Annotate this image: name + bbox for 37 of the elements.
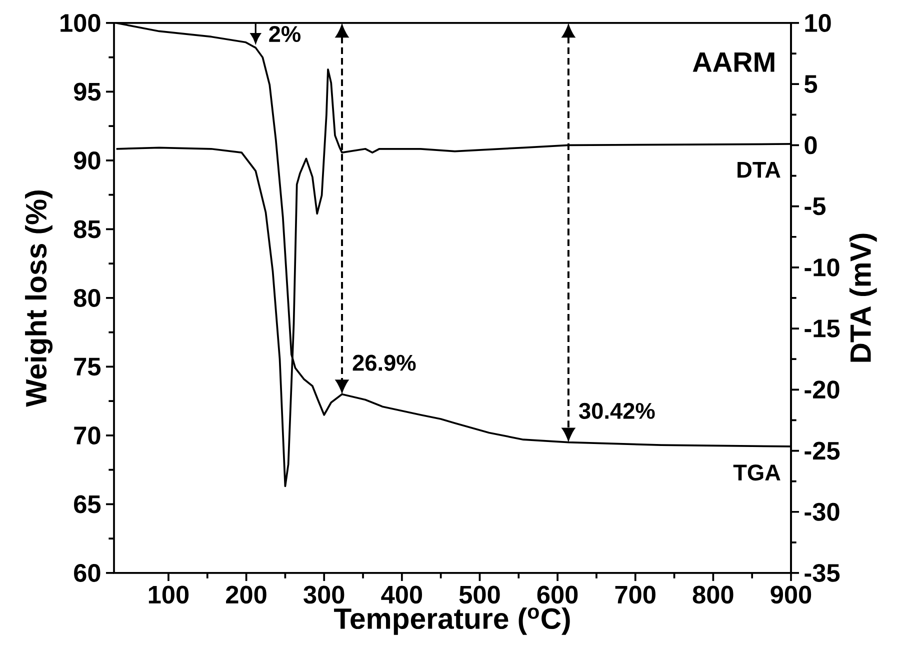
x-tick-label: 700	[615, 586, 656, 604]
y-tick-label: 65	[74, 495, 101, 514]
x-tick-label: 600	[537, 586, 578, 604]
x-tick-label: 100	[148, 586, 189, 604]
annotation: AARM	[692, 52, 774, 72]
y2-tick-label: -30	[804, 502, 840, 521]
y2-tick-label: -10	[804, 258, 840, 276]
y-tick-label: 70	[74, 426, 100, 444]
y-tick-label: 75	[74, 358, 101, 376]
y-tick-label: 95	[74, 82, 101, 101]
y2-axis-title: DTA (mV)	[849, 234, 877, 362]
annotation: 26.9%	[352, 354, 416, 371]
annotation: 2%	[269, 26, 300, 42]
annotation: 30.42%	[579, 402, 655, 419]
x-tick-label: 400	[381, 586, 422, 604]
x-axis-title: Temperature ($^{o}$C)	[334, 607, 570, 635]
x-tick-label: 900	[770, 586, 812, 604]
x-tick-label: 200	[226, 586, 266, 604]
y2-tick-label: 5	[804, 75, 818, 93]
y-tick-label: 60	[74, 564, 100, 582]
y2-tick-label: -5	[804, 197, 826, 216]
y2-tick-label: -25	[804, 442, 840, 460]
y-axis-title: Weight loss (%)	[25, 190, 53, 407]
y-tick-label: 90	[74, 152, 100, 170]
y2-tick-label: -15	[804, 320, 840, 338]
x-tick-label: 800	[692, 586, 734, 604]
y-tick-label: 80	[74, 289, 100, 307]
x-tick-label: 500	[459, 586, 500, 604]
y2-tick-label: -35	[804, 564, 840, 582]
y-tick-label: 85	[74, 220, 101, 238]
y2-tick-label: 0	[804, 136, 817, 154]
y2-tick-label: -20	[804, 380, 840, 399]
y-tick-label: 100	[60, 14, 100, 32]
series-label: DTA	[738, 162, 780, 178]
x-tick-label: 300	[304, 586, 344, 604]
y2-tick-label: 10	[805, 14, 831, 32]
series-label: TGA	[733, 464, 780, 481]
